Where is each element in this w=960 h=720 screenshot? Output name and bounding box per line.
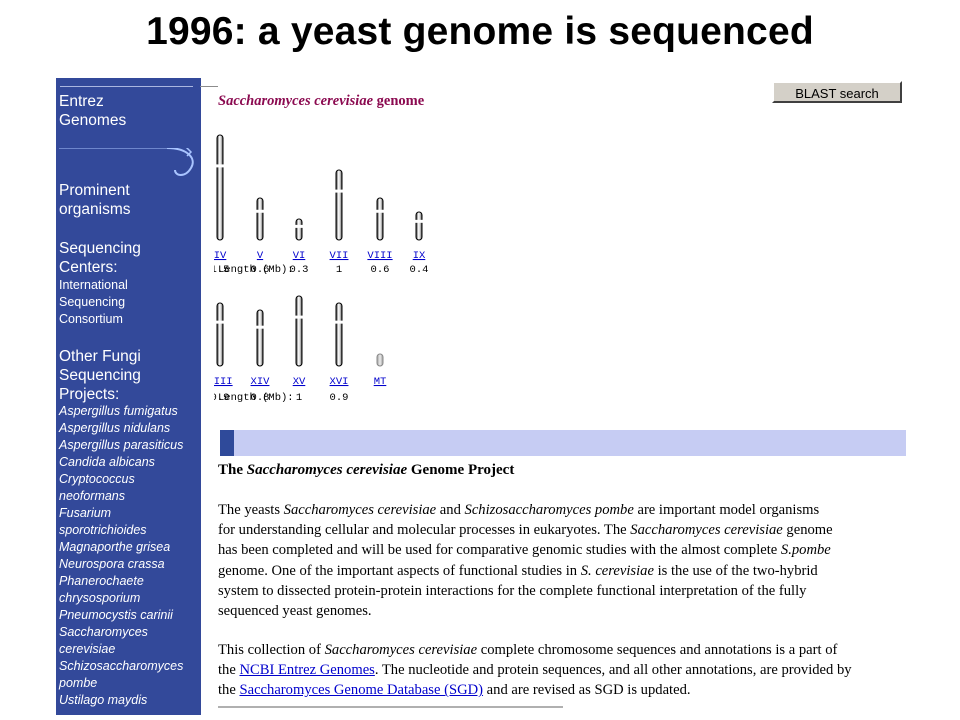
section-band (220, 430, 906, 456)
chromosome-link-viii[interactable]: VIII (367, 250, 392, 262)
sidebar-link-prominent[interactable]: Prominent (59, 182, 130, 199)
bottom-rule (218, 706, 563, 708)
intro-paragraph: The yeasts Saccharomyces cerevisiae and … (218, 502, 833, 620)
project-title-pre: The (218, 462, 247, 478)
chromosome-link-mt[interactable]: MT (374, 376, 387, 388)
genome-title-species: Saccharomyces cerevisiae (218, 93, 374, 109)
sidebar-heading-sequencing-2: Sequencing (59, 367, 141, 384)
genome-title: Saccharomyces cerevisiae genome (218, 93, 424, 110)
sidebar-link-international[interactable]: International (59, 278, 128, 292)
centromere-xiv (256, 325, 264, 329)
sidebar-heading-other-fungi: Other Fungi (59, 348, 141, 365)
project-title: The Saccharomyces cerevisiae Genome Proj… (218, 462, 514, 479)
project-title-species: Saccharomyces cerevisiae (246, 462, 408, 478)
sidebar-link-entrez[interactable]: Entrez (59, 93, 104, 110)
fungi-item[interactable]: Neurospora crassa (59, 557, 165, 571)
sidebar-swoosh-divider (59, 148, 194, 176)
chromosome-xvi[interactable] (335, 302, 343, 367)
sidebar-heading-sequencing: Sequencing (59, 240, 141, 257)
fungi-item[interactable]: Ustilago maydis (59, 693, 148, 707)
centromere-vi (295, 224, 303, 228)
blast-search-button[interactable]: BLAST search (772, 81, 902, 103)
sidebar-link-consortium[interactable]: Consortium (59, 312, 123, 326)
chromosome-link-iv[interactable]: IV (214, 250, 227, 262)
sidebar: Entrez Genomes Prominent organisms Seque… (56, 78, 201, 715)
fungi-item[interactable]: Aspergillus fumigatus (59, 404, 178, 418)
centromere-xvi (335, 320, 343, 324)
header-rule (200, 86, 218, 87)
fungi-item[interactable]: cerevisiae (59, 642, 116, 656)
collection-paragraph: This collection of Saccharomyces cerevis… (218, 642, 852, 699)
sgd-link[interactable]: Saccharomyces Genome Database (SGD) (239, 682, 484, 699)
chromosome-v[interactable] (256, 197, 264, 241)
chromosome-length-viii: 0.6 (371, 264, 390, 276)
chromosome-link-xiii[interactable]: XIII (214, 376, 233, 388)
chromosome-length-v: 0.6 (251, 264, 270, 276)
fungi-item[interactable]: Schizosaccharomyces (59, 659, 184, 673)
sidebar-link-organisms[interactable]: organisms (59, 201, 131, 218)
fungi-item[interactable]: pombe (59, 676, 98, 690)
length-label: Length (Mb): (218, 264, 294, 276)
centromere-v (256, 209, 264, 213)
chromosome-ideogram: Length (Mb):I0.2II0.8III0.3IV1.5V0.6VI0.… (214, 134, 429, 404)
length-label: Length (Mb): (218, 392, 294, 404)
chromosome-xiv[interactable] (256, 309, 264, 367)
chromosome-xiii[interactable] (216, 302, 224, 367)
chromosome-length-xvi: 0.9 (330, 392, 349, 404)
fungi-item[interactable]: Aspergillus nidulans (59, 421, 171, 435)
fungi-item[interactable]: Saccharomyces (59, 625, 148, 639)
genome-title-rest: genome (373, 93, 425, 109)
chromosome-viii[interactable] (376, 197, 384, 241)
chromosome-mt[interactable] (376, 353, 384, 367)
sidebar-link-sequencing[interactable]: Sequencing (59, 295, 126, 309)
chromosome-length-iv: 1.5 (214, 264, 229, 276)
centromere-xiii (216, 320, 224, 324)
fungi-item[interactable]: Fusarium (59, 506, 112, 520)
sidebar-heading-centers: Centers: (59, 259, 118, 276)
fungi-item[interactable]: Magnaporthe grisea (59, 540, 171, 554)
fungi-item[interactable]: sporotrichioides (59, 523, 147, 537)
chromosome-link-xvi[interactable]: XVI (330, 376, 349, 388)
chromosome-length-ix: 0.4 (410, 264, 429, 276)
fungi-item[interactable]: Phanerochaete (59, 574, 144, 588)
fungi-item[interactable]: Aspergillus parasiticus (59, 438, 184, 452)
project-title-post: Genome Project (407, 462, 515, 478)
ncbi-entrez-genomes-link[interactable]: NCBI Entrez Genomes (239, 662, 375, 679)
fungi-item[interactable]: neoformans (59, 489, 126, 503)
chromosome-link-ix[interactable]: IX (413, 250, 426, 262)
fungi-item[interactable]: Cryptococcus (59, 472, 135, 486)
centromere-ix (415, 219, 423, 223)
section-band-accent (220, 430, 234, 456)
chromosome-xv[interactable] (295, 295, 303, 367)
chromosome-vi[interactable] (295, 218, 303, 241)
chromosome-length-vii: 1 (336, 264, 342, 276)
centromere-iv (216, 164, 224, 168)
chromosome-ix[interactable] (415, 211, 423, 241)
chromosome-vii[interactable] (335, 169, 343, 241)
sidebar-link-genomes[interactable]: Genomes (59, 112, 127, 129)
fungi-item[interactable]: Candida albicans (59, 455, 155, 469)
centromere-viii (376, 209, 384, 213)
fungi-item[interactable]: chrysosporium (59, 591, 141, 605)
chromosome-link-xiv[interactable]: XIV (251, 376, 271, 388)
chromosome-link-vi[interactable]: VI (293, 250, 306, 262)
chromosome-link-v[interactable]: V (257, 250, 264, 262)
chromosome-link-vii[interactable]: VII (330, 250, 349, 262)
slide-title: 1996: a yeast genome is sequenced (146, 10, 814, 53)
chromosome-length-xiii: 0.9 (214, 392, 229, 404)
fungi-item[interactable]: Pneumocystis carinii (59, 608, 173, 622)
chromosome-length-xiv: 0.8 (251, 392, 270, 404)
sidebar-top-rule (60, 86, 193, 87)
chromosome-link-xv[interactable]: XV (293, 376, 306, 388)
chromosome-iv[interactable] (216, 134, 224, 241)
sidebar-heading-projects: Projects: (59, 386, 120, 403)
chromosome-length-xv: 1 (296, 392, 302, 404)
centromere-xv (295, 315, 303, 319)
centromere-vii (335, 189, 343, 193)
chromosome-length-vi: 0.3 (290, 264, 309, 276)
